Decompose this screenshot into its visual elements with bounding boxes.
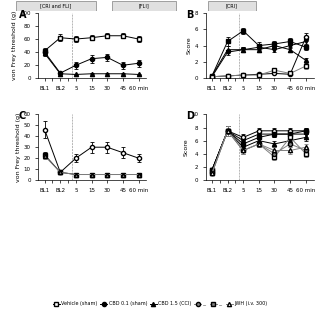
Bar <box>208 1 256 11</box>
Text: D: D <box>186 111 194 121</box>
Y-axis label: Score: Score <box>187 37 192 54</box>
Text: A: A <box>19 10 27 20</box>
Text: C: C <box>19 111 26 121</box>
Y-axis label: von Frey threshold (g): von Frey threshold (g) <box>12 11 18 80</box>
Y-axis label: Score: Score <box>183 138 188 156</box>
Legend: Vehicle (sham), CBD 0.1 (sham), CBD 1.5 (CCI), ..., ..., JWH (i.v. 300): Vehicle (sham), CBD 0.1 (sham), CBD 1.5 … <box>51 300 269 308</box>
Text: [CRI]: [CRI] <box>226 3 238 8</box>
Text: B: B <box>186 10 194 20</box>
Bar <box>16 1 96 11</box>
Text: [CRI and FLI]: [CRI and FLI] <box>40 3 72 8</box>
Text: [FLI]: [FLI] <box>139 3 149 8</box>
Y-axis label: von Frey threshold (g): von Frey threshold (g) <box>16 113 21 182</box>
Bar <box>112 1 176 11</box>
